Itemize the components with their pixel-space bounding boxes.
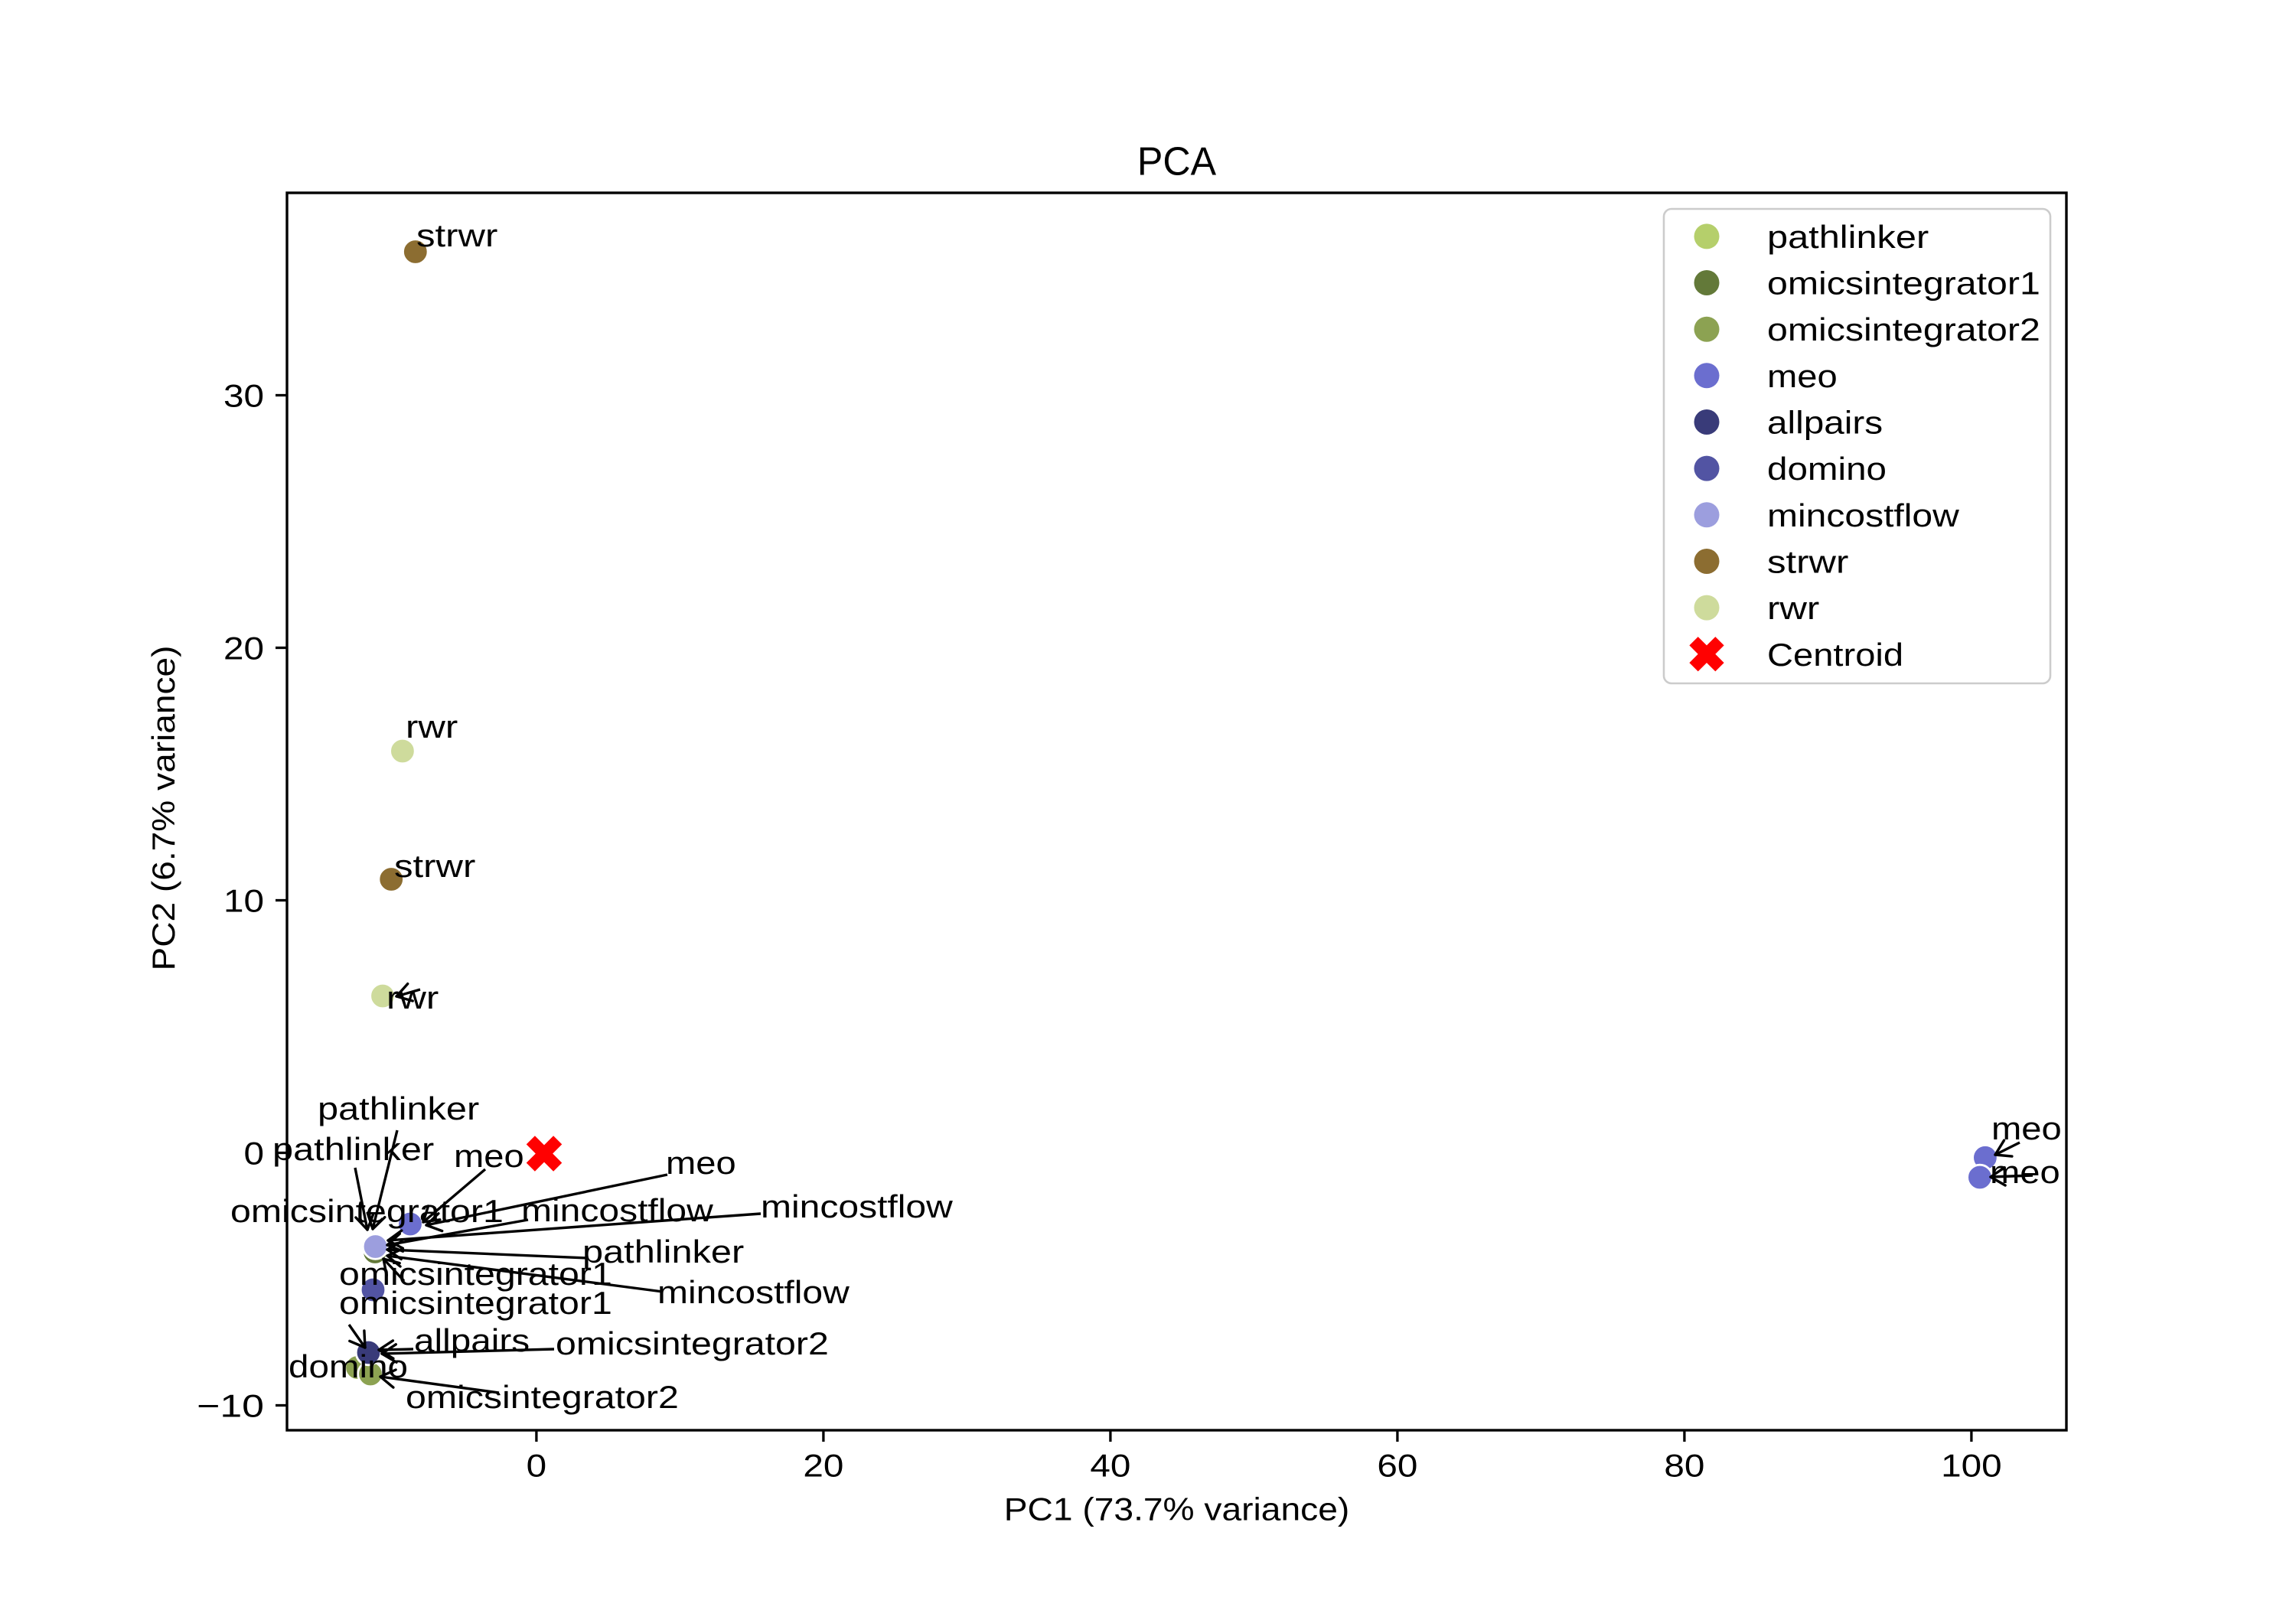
- svg-text:domino: domino: [1767, 451, 1887, 487]
- svg-text:omicsintegrator1: omicsintegrator1: [339, 1256, 612, 1292]
- svg-text:60: 60: [1377, 1448, 1417, 1484]
- svg-text:80: 80: [1664, 1448, 1704, 1484]
- svg-text:strwr: strwr: [394, 848, 475, 884]
- svg-text:meo: meo: [1990, 1154, 2060, 1190]
- svg-text:allpairs: allpairs: [414, 1322, 530, 1358]
- svg-text:Centroid: Centroid: [1767, 637, 1903, 673]
- svg-text:omicsintegrator1: omicsintegrator1: [1767, 266, 2040, 302]
- svg-text:strwr: strwr: [1767, 543, 1848, 579]
- svg-text:domino: domino: [289, 1348, 408, 1384]
- svg-text:0: 0: [244, 1136, 265, 1172]
- svg-text:pathlinker: pathlinker: [1767, 219, 1929, 255]
- svg-text:meo: meo: [1767, 358, 1838, 394]
- svg-text:0: 0: [527, 1448, 547, 1484]
- svg-text:mincostflow: mincostflow: [761, 1188, 954, 1224]
- svg-text:omicsintegrator2: omicsintegrator2: [556, 1325, 829, 1361]
- svg-text:20: 20: [803, 1448, 843, 1484]
- svg-text:rwr: rwr: [386, 980, 439, 1015]
- svg-text:meo: meo: [1991, 1110, 2062, 1146]
- svg-text:meo: meo: [666, 1145, 736, 1181]
- svg-text:omicsintegrator1: omicsintegrator1: [230, 1193, 504, 1229]
- svg-text:mincostflow: mincostflow: [657, 1274, 850, 1310]
- svg-text:mincostflow: mincostflow: [521, 1192, 714, 1228]
- svg-text:omicsintegrator2: omicsintegrator2: [406, 1379, 679, 1415]
- svg-text:mincostflow: mincostflow: [1767, 497, 1960, 533]
- svg-text:pathlinker: pathlinker: [272, 1131, 434, 1167]
- svg-text:−10: −10: [197, 1388, 264, 1424]
- svg-text:pathlinker: pathlinker: [582, 1234, 744, 1270]
- svg-text:100: 100: [1941, 1448, 2002, 1484]
- svg-text:rwr: rwr: [406, 709, 458, 745]
- svg-text:PCA: PCA: [1137, 140, 1217, 184]
- svg-text:10: 10: [223, 883, 264, 919]
- svg-text:pathlinker: pathlinker: [318, 1090, 479, 1126]
- svg-text:allpairs: allpairs: [1767, 405, 1883, 441]
- svg-text:rwr: rwr: [1767, 590, 1819, 626]
- svg-text:omicsintegrator2: omicsintegrator2: [1767, 311, 2040, 347]
- svg-text:PC1 (73.7% variance): PC1 (73.7% variance): [1004, 1491, 1350, 1527]
- svg-text:20: 20: [223, 631, 264, 667]
- svg-text:40: 40: [1090, 1448, 1130, 1484]
- svg-text:omicsintegrator1: omicsintegrator1: [339, 1285, 612, 1321]
- svg-text:meo: meo: [454, 1138, 524, 1174]
- svg-text:strwr: strwr: [416, 217, 497, 253]
- svg-text:PC2 (6.7% variance): PC2 (6.7% variance): [145, 646, 181, 971]
- svg-text:30: 30: [223, 378, 264, 414]
